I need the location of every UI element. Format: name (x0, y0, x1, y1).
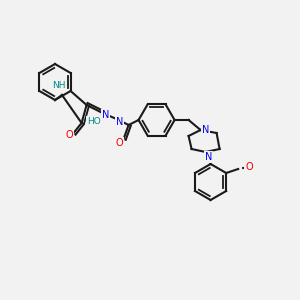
Text: N: N (116, 117, 123, 127)
Text: NH: NH (52, 82, 66, 91)
Text: N: N (205, 152, 212, 162)
Text: O: O (66, 130, 74, 140)
Text: N: N (202, 125, 209, 135)
Text: N: N (102, 110, 109, 120)
Text: O: O (116, 138, 123, 148)
Text: O: O (245, 162, 253, 172)
Text: HO: HO (87, 116, 100, 125)
